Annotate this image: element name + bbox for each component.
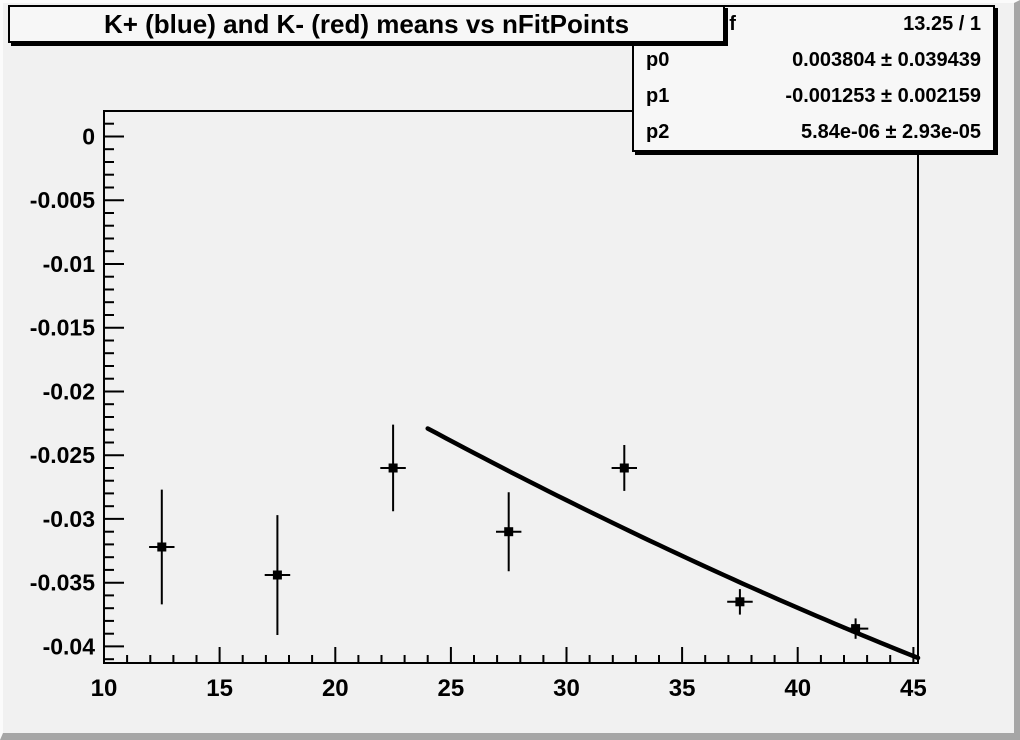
y-tick-label: -0.035 <box>30 570 95 596</box>
stats-row-p1: p1 -0.001253 ± 0.002159 <box>634 79 993 115</box>
x-tick-label: 45 <box>900 675 927 702</box>
x-tick-label: 25 <box>438 675 465 702</box>
y-tick-label: -0.005 <box>30 187 95 213</box>
y-tick-label: -0.04 <box>43 633 96 659</box>
data-point-marker <box>157 542 167 552</box>
y-axis: 0 -0.005 -0.01 -0.015 -0.02 -0.025 -0.03 -0.035… <box>30 122 124 661</box>
p1-value: -0.001253 ± 0.002159 <box>785 84 981 107</box>
y-tick-label: 0 <box>82 124 95 150</box>
data-point-marker <box>851 624 861 634</box>
p0-label: p0 <box>646 49 670 72</box>
chi2-value: 13.25 / 1 <box>903 13 981 36</box>
y-tick-label: -0.015 <box>30 315 95 341</box>
y-tick-label: -0.01 <box>43 251 96 277</box>
x-tick-label: 30 <box>553 675 580 702</box>
p1-label: p1 <box>646 84 670 107</box>
series-k-means-vs-nfitpoints <box>149 424 869 639</box>
stats-row-p2: p2 5.84e-06 ± 2.93e-05 <box>634 114 993 150</box>
y-tick-label: -0.02 <box>43 379 95 405</box>
data-point-marker <box>388 463 398 473</box>
y-tick-label: -0.03 <box>43 506 95 532</box>
plot-title-box[interactable]: K+ (blue) and K- (red) means vs nFitPoin… <box>8 5 725 43</box>
x-tick-label: 15 <box>206 675 233 702</box>
p2-value: 5.84e-06 ± 2.93e-05 <box>801 120 981 143</box>
plot-frame <box>103 110 919 664</box>
fit-curve <box>425 426 921 661</box>
x-tick-label: 35 <box>669 675 696 702</box>
x-tick-label: 40 <box>784 675 811 702</box>
data-point-marker <box>272 570 282 580</box>
x-tick-label: 10 <box>91 675 118 702</box>
p2-label: p2 <box>646 120 670 143</box>
stats-row-p0: p0 0.003804 ± 0.039439 <box>634 43 993 79</box>
y-tick-label: -0.025 <box>30 442 95 468</box>
data-point-marker <box>619 463 629 473</box>
plot-title: K+ (blue) and K- (red) means vs nFitPoin… <box>103 8 630 39</box>
p0-value: 0.003804 ± 0.039439 <box>792 49 981 72</box>
x-tick-label: 20 <box>322 675 349 702</box>
data-point-marker <box>735 597 745 607</box>
fit-stats-box[interactable]: χ² / ndf 13.25 / 1 p0 0.003804 ± 0.03943… <box>632 5 995 152</box>
data-point-marker <box>504 527 514 537</box>
x-axis: 10 15 20 25 30 35 40 45 <box>91 647 927 702</box>
